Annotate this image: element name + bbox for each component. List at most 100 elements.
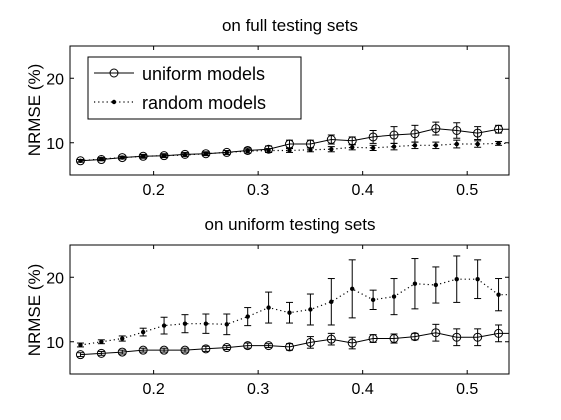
data-marks <box>75 121 509 166</box>
data-point-random <box>203 151 209 156</box>
data-point-uniform <box>285 139 294 149</box>
data-point-random <box>245 148 250 154</box>
errorbar-uniform <box>453 122 461 139</box>
data-point-random <box>78 342 83 348</box>
data-point-random <box>287 148 292 153</box>
errorbar-uniform <box>453 328 461 347</box>
legend: uniform models random models <box>87 56 302 120</box>
legend-marker-random <box>111 99 117 105</box>
series-line-uniform <box>80 332 509 356</box>
errorbar-uniform <box>97 350 105 356</box>
data-point-random <box>308 307 313 312</box>
data-point-uniform <box>368 132 378 142</box>
data-point-uniform <box>410 332 420 342</box>
data-point-uniform <box>389 334 399 344</box>
data-marks <box>75 255 509 360</box>
data-point-uniform <box>431 328 441 338</box>
data-point-random <box>496 141 501 146</box>
data-point-random <box>370 145 376 151</box>
data-point-random <box>412 281 418 286</box>
data-point-random <box>391 294 397 299</box>
data-point-uniform <box>222 343 232 353</box>
data-point-random <box>266 305 271 310</box>
data-point-uniform <box>180 149 190 159</box>
plot-frame <box>69 45 510 176</box>
chart-title: on full testing sets <box>222 16 358 35</box>
data-point-uniform <box>264 341 274 351</box>
data-point-random <box>496 292 501 297</box>
y-tick-label: 20 <box>46 270 64 287</box>
x-tick-label: 0.5 <box>456 381 478 398</box>
series-line-random <box>80 142 509 162</box>
data-point-random <box>245 314 250 319</box>
data-point-uniform <box>473 332 483 342</box>
data-point-random <box>433 143 439 148</box>
data-point-uniform <box>305 337 315 347</box>
axis-ticks: 0.2 0.3 0.4 0.5 10 20 <box>46 245 509 398</box>
data-point-random <box>475 276 480 282</box>
data-point-random <box>370 297 376 303</box>
data-point-random <box>120 155 125 160</box>
data-point-uniform <box>243 341 253 351</box>
x-tick-label: 0.3 <box>247 381 269 398</box>
data-point-random <box>224 322 229 327</box>
data-point-uniform <box>410 129 420 139</box>
x-tick-label: 0.4 <box>352 381 374 398</box>
legend-label-random: random models <box>142 93 266 113</box>
errorbar-uniform <box>181 347 189 353</box>
data-point-uniform <box>117 347 127 357</box>
data-point-random <box>99 156 104 162</box>
data-point-uniform <box>159 345 169 355</box>
data-point-uniform <box>368 334 378 344</box>
data-point-random <box>182 152 188 158</box>
data-point-uniform <box>431 124 441 134</box>
data-point-random <box>182 321 188 326</box>
axis-ticks: 0.2 0.3 0.4 0.5 10 20 <box>46 46 509 199</box>
errorbar-uniform <box>265 343 273 349</box>
legend-box <box>87 56 302 120</box>
x-tick-label: 0.2 <box>142 381 164 398</box>
data-point-random <box>161 323 167 328</box>
data-point-random <box>78 158 83 164</box>
data-point-uniform <box>96 348 106 358</box>
data-point-random <box>329 299 334 304</box>
data-point-uniform <box>201 149 211 159</box>
data-point-random <box>140 154 146 159</box>
data-point-uniform <box>326 334 336 344</box>
y-tick-label: 20 <box>46 71 64 88</box>
data-point-uniform <box>159 151 169 161</box>
errorbar-uniform <box>202 345 210 352</box>
data-point-random <box>350 286 355 292</box>
data-point-random <box>350 145 355 150</box>
y-tick-label: 10 <box>46 335 64 352</box>
data-point-uniform <box>243 145 253 155</box>
chart-title: on uniform testing sets <box>204 215 375 234</box>
data-point-uniform <box>75 156 85 166</box>
series-line-uniform <box>80 128 509 162</box>
errorbar-uniform <box>474 328 482 347</box>
errorbar-uniform <box>244 342 252 349</box>
data-point-uniform <box>264 144 274 154</box>
panel-full-testing-sets: on full testing sets NRMSE (%) 0.2 0.3 0.4… <box>25 16 510 199</box>
data-point-random <box>308 147 313 153</box>
y-axis-label: NRMSE (%) <box>25 264 44 357</box>
data-point-random <box>224 150 229 155</box>
data-point-random <box>120 336 125 341</box>
errorbar-uniform <box>223 345 231 350</box>
errorbar-uniform <box>118 349 126 355</box>
data-point-random <box>266 148 271 153</box>
data-point-uniform <box>452 125 462 135</box>
data-point-uniform <box>138 345 148 355</box>
data-point-uniform <box>222 147 232 157</box>
data-point-uniform <box>389 130 399 140</box>
plot-frame <box>69 244 510 375</box>
errorbar-uniform <box>327 134 335 145</box>
errorbar-uniform <box>495 324 503 343</box>
errorbar-uniform <box>76 352 84 358</box>
x-tick-label: 0.2 <box>142 182 164 199</box>
data-point-random <box>412 143 418 148</box>
data-point-random <box>161 153 167 158</box>
data-point-random <box>391 144 397 149</box>
data-point-uniform <box>494 328 504 338</box>
